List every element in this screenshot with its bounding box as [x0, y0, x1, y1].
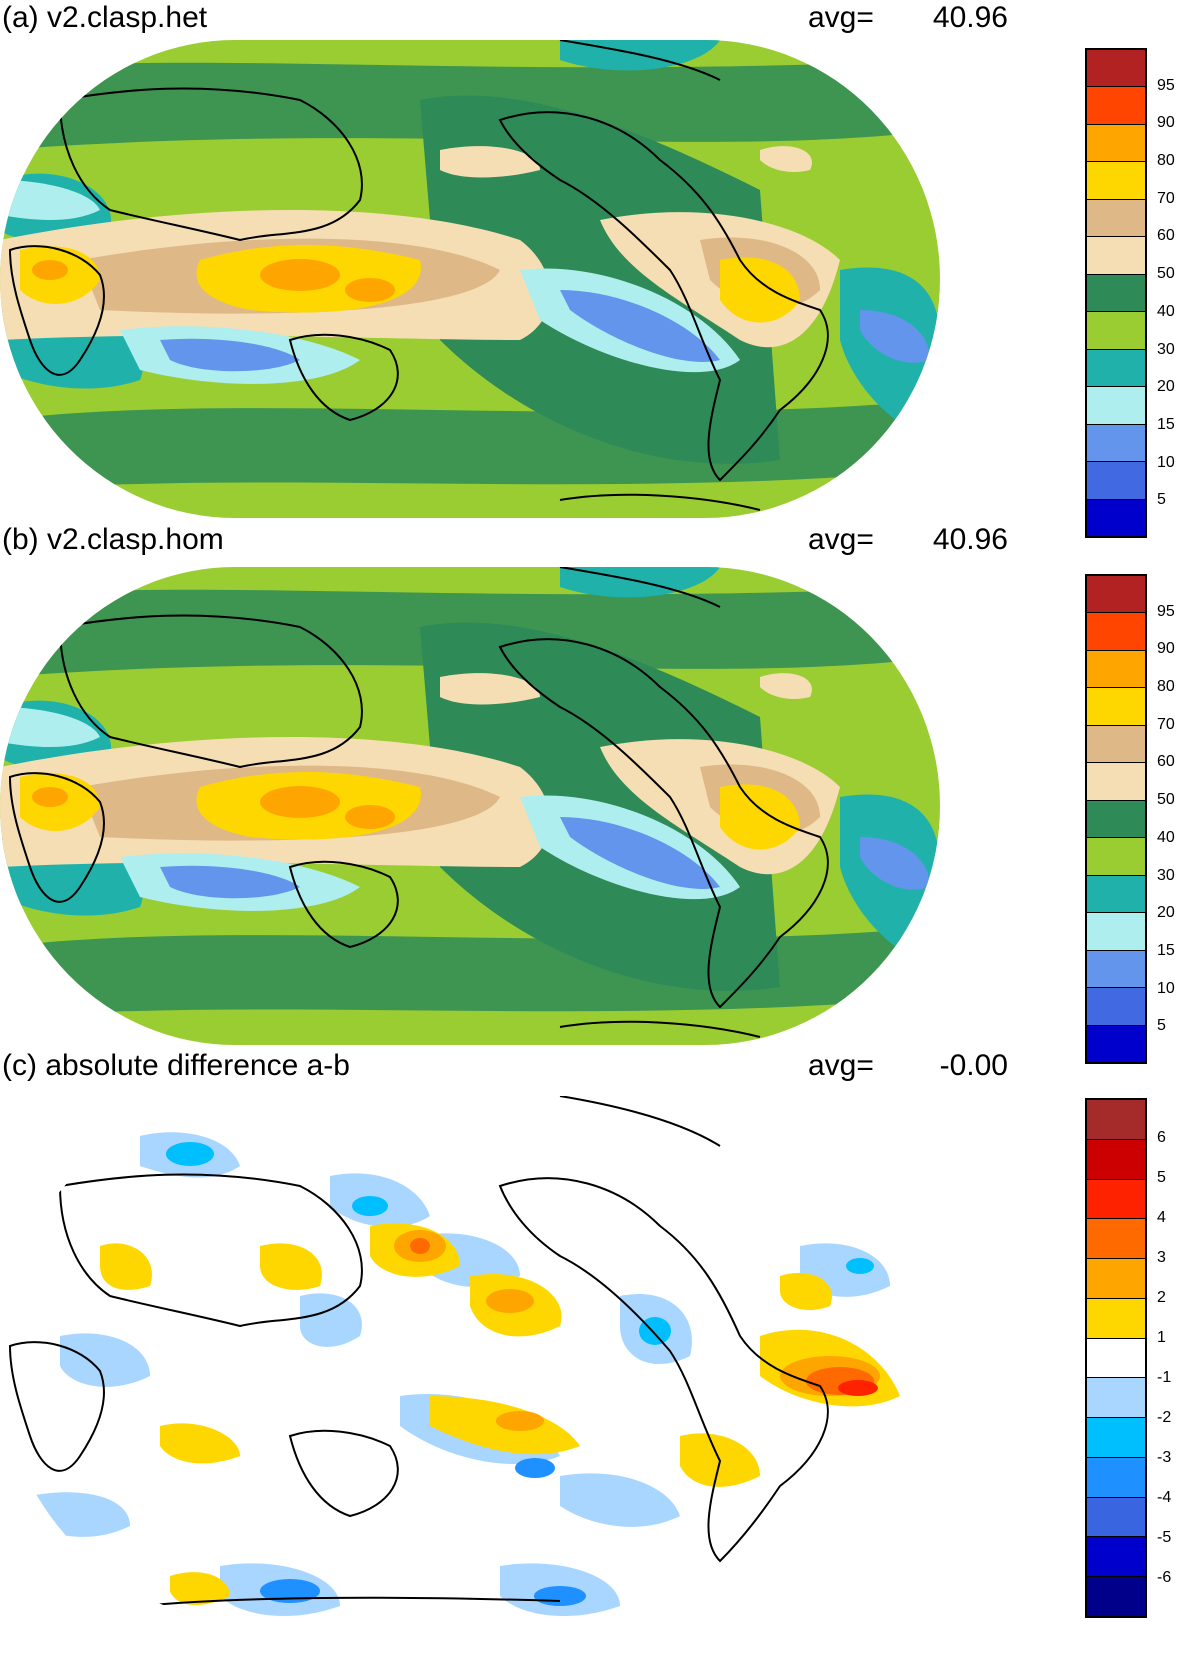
- panel-c: (c) absolute difference a-b avg= -0.00: [0, 1048, 1183, 1677]
- colorbar-tick-label: 2: [1157, 1289, 1166, 1306]
- average-readout: avg= 40.96: [808, 522, 1008, 558]
- colorbar-tick-label: -5: [1157, 1529, 1172, 1546]
- colorbar-tick-label: 20: [1157, 904, 1175, 922]
- colorbar-tick-label: 5: [1157, 1169, 1166, 1186]
- colorbar-swatch: [1087, 725, 1145, 764]
- colorbar-tick-label: 60: [1157, 753, 1175, 771]
- colorbar-swatch: [1087, 650, 1145, 689]
- colorbar-tick-label: 6: [1157, 1129, 1166, 1146]
- colorbar-swatch: [1087, 1139, 1145, 1180]
- colorbar-tick-label: 70: [1157, 189, 1175, 207]
- colorbar-tick-label: -4: [1157, 1489, 1172, 1506]
- colorbar-swatch: [1087, 1338, 1145, 1379]
- colorbar-tick-label: 95: [1157, 602, 1175, 620]
- colorbar-tick-label: 90: [1157, 114, 1175, 132]
- colorbar-swatch: [1087, 576, 1145, 614]
- colorbar-swatch: [1087, 800, 1145, 839]
- panel-b: (b) v2.clasp.hom avg= 40.96: [0, 522, 1183, 1064]
- map-b: [0, 567, 1000, 1045]
- colorbar-swatch: [1087, 462, 1145, 500]
- colorbar-tick-label: 1: [1157, 1329, 1166, 1346]
- colorbar-tick-label: 30: [1157, 340, 1175, 358]
- colorbar-tick-label: 15: [1157, 415, 1175, 433]
- colorbar-swatch: [1087, 1259, 1145, 1299]
- colorbar-tick-label: 80: [1157, 678, 1175, 696]
- colorbar-tick-label: 10: [1157, 453, 1175, 471]
- colorbar-tick-label: -3: [1157, 1449, 1172, 1466]
- colorbar-a: 95 90 80 70 60 50 40 30 20 15 10 5: [1085, 48, 1175, 538]
- colorbar-swatch: [1087, 1457, 1145, 1498]
- colorbar-tick-label: 5: [1157, 491, 1166, 509]
- colorbar-b: 95 90 80 70 60 50 40 30 20 15 10 5: [1085, 574, 1175, 1064]
- colorbar-swatch: [1087, 988, 1145, 1026]
- panel-title: (c) absolute difference a-b: [2, 1049, 350, 1082]
- colorbar-swatch: [1087, 1298, 1145, 1339]
- panel-title: (b) v2.clasp.hom: [2, 523, 224, 556]
- colorbar-swatch: [1087, 1025, 1145, 1063]
- colorbar-tick-label: 60: [1157, 227, 1175, 245]
- colorbar-tick-label: 10: [1157, 979, 1175, 997]
- colorbar-swatch: [1087, 875, 1145, 914]
- colorbar-swatch: [1087, 237, 1145, 275]
- colorbar-swatch: [1087, 424, 1145, 463]
- avg-label: avg=: [808, 1049, 874, 1082]
- colorbar-swatch: [1087, 613, 1145, 651]
- avg-label: avg=: [808, 523, 874, 556]
- colorbar-tick-label: 5: [1157, 1017, 1166, 1035]
- average-readout: avg= -0.00: [808, 1048, 1008, 1084]
- colorbar-tick-label: 40: [1157, 828, 1175, 846]
- panel-title: (a) v2.clasp.het: [2, 1, 208, 34]
- colorbar-swatch: [1087, 1100, 1145, 1140]
- map-a: [0, 40, 1000, 518]
- avg-label: avg=: [808, 1, 874, 34]
- average-readout: avg= 40.96: [808, 0, 1008, 36]
- colorbar-tick-label: 40: [1157, 302, 1175, 320]
- colorbar-swatch: [1087, 1537, 1145, 1578]
- colorbar-swatch: [1087, 838, 1145, 876]
- colorbar-tick-label: 70: [1157, 715, 1175, 733]
- colorbar-swatch: [1087, 1577, 1145, 1616]
- colorbar-swatch: [1087, 688, 1145, 726]
- colorbar-swatch: [1087, 1179, 1145, 1220]
- avg-value: -0.00: [939, 1049, 1008, 1082]
- colorbar-swatch: [1087, 499, 1145, 537]
- colorbar-swatch: [1087, 763, 1145, 801]
- colorbar-swatch: [1087, 162, 1145, 200]
- colorbar-tick-label: 20: [1157, 378, 1175, 396]
- avg-value: 40.96: [932, 523, 1008, 556]
- colorbar-swatch: [1087, 349, 1145, 388]
- colorbar-swatch: [1087, 950, 1145, 989]
- colorbar-tick-label: 90: [1157, 640, 1175, 658]
- colorbar-swatch: [1087, 913, 1145, 951]
- colorbar-tick-label: -6: [1157, 1569, 1172, 1586]
- map-c: [0, 1096, 1000, 1624]
- colorbar-tick-label: -1: [1157, 1369, 1172, 1386]
- colorbar-swatch: [1087, 199, 1145, 238]
- colorbar-swatch: [1087, 387, 1145, 425]
- colorbar-tick-label: 15: [1157, 941, 1175, 959]
- colorbar-swatch: [1087, 124, 1145, 163]
- colorbar-swatch: [1087, 1418, 1145, 1458]
- colorbar-swatch: [1087, 1219, 1145, 1260]
- colorbar-swatch: [1087, 1497, 1145, 1538]
- panel-a: (a) v2.clasp.het avg= 40.96: [0, 0, 1183, 538]
- colorbar-c: 6 5 4 3 2 1 -1 -2 -3 -4 -5 -6: [1085, 1098, 1171, 1618]
- colorbar-swatch: [1087, 274, 1145, 313]
- colorbar-swatch: [1087, 87, 1145, 125]
- colorbar-swatch: [1087, 1378, 1145, 1419]
- colorbar-tick-label: 3: [1157, 1249, 1166, 1266]
- colorbar-tick-label: 80: [1157, 152, 1175, 170]
- colorbar-tick-label: 50: [1157, 791, 1175, 809]
- colorbar-swatch: [1087, 312, 1145, 350]
- colorbar-swatch: [1087, 50, 1145, 88]
- colorbar-tick-label: -2: [1157, 1409, 1172, 1426]
- colorbar-tick-label: 4: [1157, 1209, 1166, 1226]
- avg-value: 40.96: [932, 1, 1008, 34]
- colorbar-tick-label: 50: [1157, 265, 1175, 283]
- colorbar-tick-label: 30: [1157, 866, 1175, 884]
- colorbar-tick-label: 95: [1157, 76, 1175, 94]
